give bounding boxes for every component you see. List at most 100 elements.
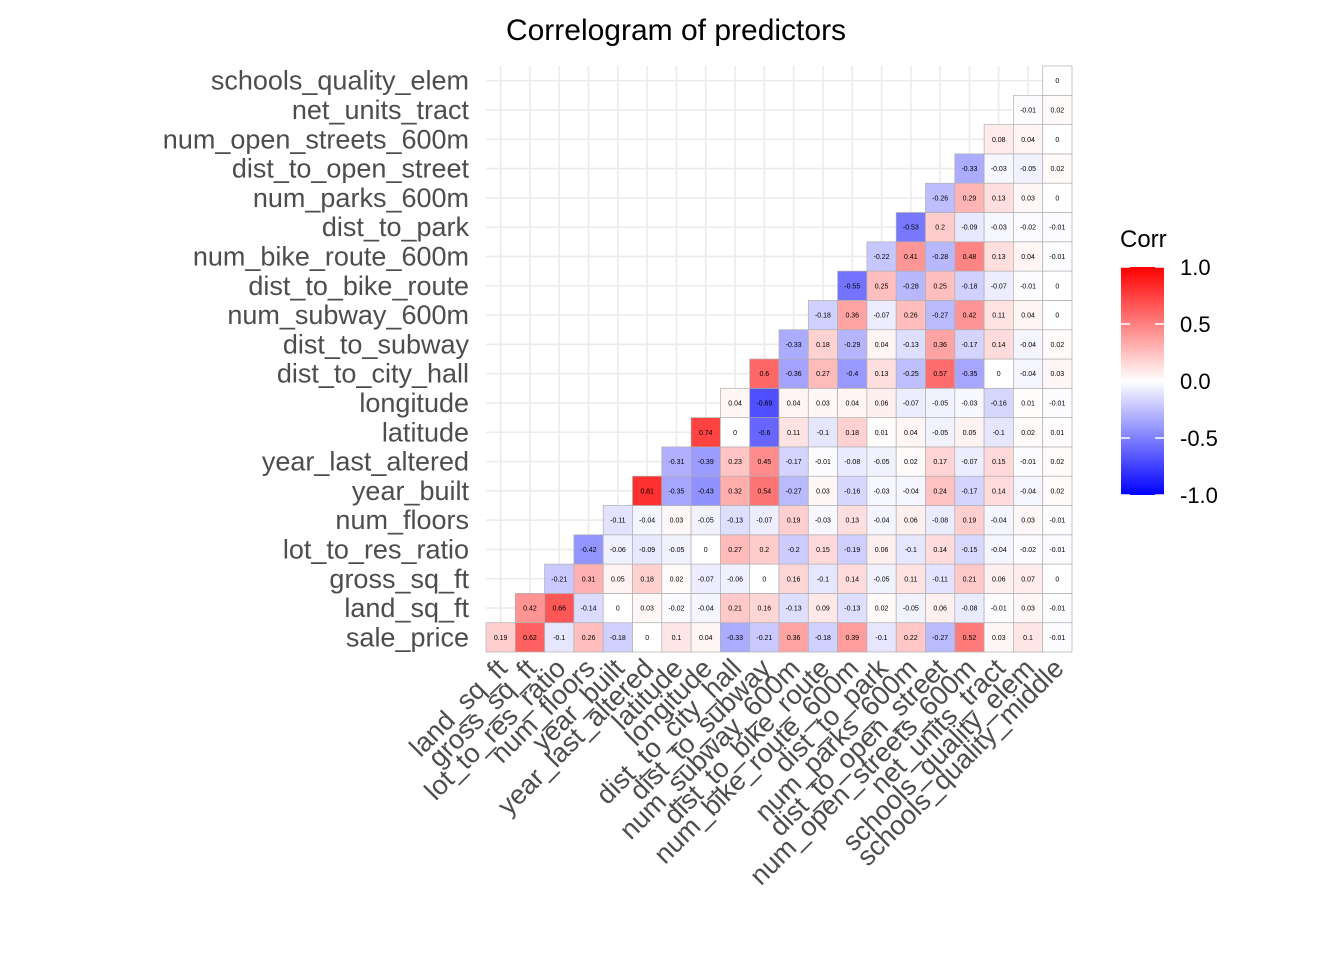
heatmap-cell [1042, 153, 1073, 184]
cell-value-label: -0.05 [698, 518, 714, 525]
legend-tick-label: 0.5 [1180, 312, 1211, 337]
cell-value-label: -0.1 [553, 635, 565, 642]
cell-value-label: 0.36 [787, 635, 801, 642]
heatmap-cell [983, 387, 1014, 418]
cell-value-label: 0 [645, 635, 649, 642]
heatmap-cell [954, 593, 985, 624]
y-axis-label: num_subway_600m [227, 300, 469, 330]
cell-value-label: -0.69 [756, 400, 772, 407]
heatmap-cell [954, 358, 985, 389]
cell-value-label: 0.02 [670, 576, 684, 583]
heatmap-cell [925, 505, 956, 536]
y-axis-label: dist_to_bike_route [248, 271, 469, 301]
cell-value-label: 0.42 [963, 313, 977, 320]
cell-value-label: -0.04 [1020, 342, 1036, 349]
legend-tick-label: 1.0 [1180, 255, 1211, 280]
cell-value-label: 0.03 [670, 518, 684, 525]
cell-value-label: -0.03 [815, 518, 831, 525]
heatmap-cell [778, 505, 809, 536]
cell-value-label: -0.1 [817, 576, 829, 583]
cell-value-label: 0.66 [552, 606, 566, 613]
cell-value-label: 0.03 [1051, 371, 1065, 378]
heatmap-cell [1042, 534, 1073, 565]
heatmap-cell [1042, 358, 1073, 389]
heatmap-cell [925, 622, 956, 653]
cell-value-label: 0 [1055, 78, 1059, 85]
cell-value-label: 0.04 [1021, 137, 1035, 144]
cell-value-label: 0.01 [1051, 430, 1065, 437]
cell-value-label: 0.27 [816, 371, 830, 378]
heatmap-cell [778, 358, 809, 389]
cell-value-label: -0.13 [727, 518, 743, 525]
heatmap-cell [954, 300, 985, 331]
cell-value-label: 0.06 [992, 576, 1006, 583]
cell-value-label: 0.21 [728, 606, 742, 613]
y-axis-label: latitude [382, 417, 469, 447]
heatmap-cell [778, 534, 809, 565]
heatmap-cell [866, 622, 897, 653]
heatmap-cell [837, 387, 868, 418]
cell-value-label: 0.09 [816, 606, 830, 613]
heatmap-cell [807, 387, 838, 418]
cell-value-label: 0.54 [758, 488, 772, 495]
heatmap-cell [690, 563, 721, 594]
heatmap-cell [661, 534, 692, 565]
heatmap-cell [1042, 182, 1073, 213]
cell-value-label: 0.17 [933, 459, 947, 466]
cell-value-label: 0.14 [992, 488, 1006, 495]
cell-value-label: -0.21 [756, 635, 772, 642]
cell-value-label: -0.17 [961, 342, 977, 349]
cell-value-label: -0.01 [1020, 283, 1036, 290]
cell-value-label: -0.27 [932, 313, 948, 320]
cell-value-label: -0.6 [758, 430, 770, 437]
heatmap-cell [1042, 593, 1073, 624]
cell-value-label: 0.01 [1021, 400, 1035, 407]
y-axis-label: dist_to_park [322, 212, 470, 242]
cell-value-label: 0.36 [845, 313, 859, 320]
cell-value-label: 0.2 [935, 225, 945, 232]
y-axis-label: lot_to_res_ratio [283, 534, 469, 564]
heatmap-cell [925, 270, 956, 301]
y-axis-label: num_floors [335, 505, 469, 535]
heatmap-cell [925, 563, 956, 594]
heatmap-cell [925, 358, 956, 389]
cell-value-label: -0.16 [844, 488, 860, 495]
heatmap-cell [837, 563, 868, 594]
heatmap-cell [1042, 270, 1073, 301]
cell-value-label: 0.81 [640, 488, 654, 495]
cell-value-label: 0.24 [933, 488, 947, 495]
cell-value-label: -0.21 [551, 576, 567, 583]
heatmap-cell [807, 417, 838, 448]
heatmap-cell [749, 505, 780, 536]
cell-value-label: -0.04 [991, 518, 1007, 525]
cell-value-label: -0.1 [993, 430, 1005, 437]
cell-value-label: -0.28 [903, 283, 919, 290]
cell-value-label: 0.13 [992, 254, 1006, 261]
y-axis-label: land_sq_ft [344, 593, 469, 623]
cell-value-label: 0 [1055, 576, 1059, 583]
cell-value-label: -0.05 [874, 576, 890, 583]
cell-value-label: 0.06 [933, 606, 947, 613]
cell-value-label: -0.14 [581, 606, 597, 613]
heatmap-cell [925, 446, 956, 477]
heatmap-cell [573, 563, 604, 594]
cell-value-label: -0.07 [903, 400, 919, 407]
heatmap-cell [954, 417, 985, 448]
cell-value-label: -0.55 [844, 283, 860, 290]
cell-value-label: -0.01 [1049, 547, 1065, 554]
cell-value-label: -0.04 [991, 547, 1007, 554]
cell-value-label: -0.36 [786, 371, 802, 378]
cell-value-label: 0.04 [699, 635, 713, 642]
cell-value-label: -0.28 [932, 254, 948, 261]
heatmap-cell [807, 300, 838, 331]
cell-value-label: 0.15 [816, 547, 830, 554]
cell-value-label: 0.14 [992, 342, 1006, 349]
heatmap-cell [954, 241, 985, 272]
cell-value-label: -0.17 [961, 488, 977, 495]
heatmap-cell [895, 329, 926, 360]
heatmap-cell [1042, 329, 1073, 360]
y-axis-label: sale_price [346, 622, 469, 652]
cell-value-label: -0.05 [903, 606, 919, 613]
cell-value-label: 0.22 [904, 635, 918, 642]
